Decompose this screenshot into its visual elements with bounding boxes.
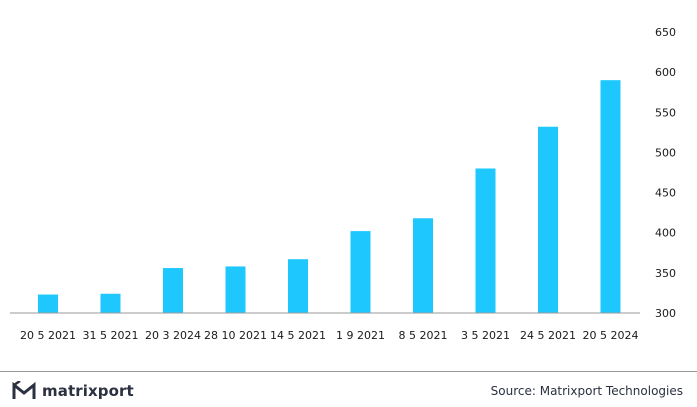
x-tick-label: 3 5 2021 [461, 329, 510, 342]
bar-8 [475, 168, 496, 313]
y-tick-label: 650 [655, 26, 676, 39]
source-note: Source: Matrixport Technologies [490, 384, 683, 398]
y-tick-label: 350 [655, 267, 676, 280]
x-tick-label: 20 5 2024 [583, 329, 639, 342]
x-tick-label: 24 5 2021 [520, 329, 576, 342]
x-tick-label: 20 3 2024 [145, 329, 201, 342]
footer-divider [0, 371, 697, 372]
bar-7 [413, 218, 433, 313]
bar-9 [538, 126, 558, 313]
bar-3 [163, 268, 183, 313]
x-tick-label: 20 5 2021 [20, 329, 76, 342]
x-tick-label: 31 5 2021 [83, 329, 139, 342]
x-tick-labels: 20 5 2021 31 5 2021 20 3 2024 28 10 2021 14 … [20, 329, 638, 342]
y-tick-label: 550 [655, 106, 676, 119]
bar-5 [288, 259, 308, 313]
brand-name: matrixport [42, 382, 134, 400]
y-tick-label: 300 [655, 307, 676, 320]
x-tick-label: 1 9 2021 [336, 329, 385, 342]
bar-4 [225, 266, 246, 313]
bar-chart: 20 5 2021 31 5 2021 20 3 2024 28 10 2021 14 … [10, 26, 676, 342]
x-tick-label: 28 10 2021 [204, 329, 267, 342]
y-tick-label: 600 [655, 66, 676, 79]
brand-logo: matrixport [12, 381, 134, 401]
bar-10 [600, 80, 621, 314]
y-tick-label: 400 [655, 227, 676, 240]
bar-2 [100, 293, 121, 313]
bar-series [38, 80, 621, 314]
x-tick-label: 14 5 2021 [270, 329, 326, 342]
x-tick-label: 8 5 2021 [399, 329, 448, 342]
bar-6 [350, 231, 371, 313]
y-tick-label: 500 [655, 146, 676, 159]
matrixport-logo-icon [12, 381, 36, 399]
y-tick-label: 450 [655, 187, 676, 200]
bar-1 [38, 294, 58, 313]
y-tick-labels: 300 350 400 450 500 550 600 650 [655, 26, 676, 320]
